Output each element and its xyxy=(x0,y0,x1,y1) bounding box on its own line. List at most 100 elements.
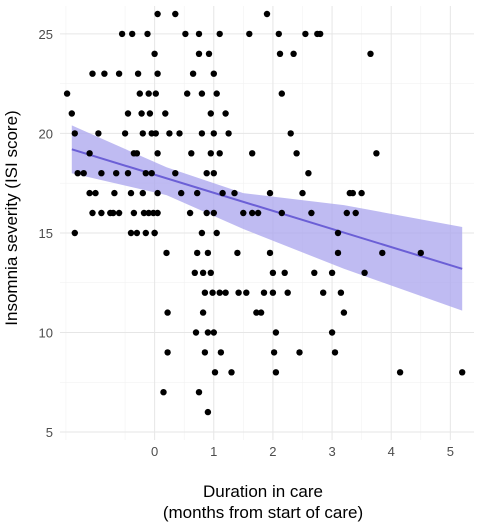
data-point xyxy=(110,209,117,217)
data-point xyxy=(222,289,229,296)
data-point xyxy=(201,289,209,296)
data-point xyxy=(216,30,223,38)
data-point xyxy=(207,269,214,276)
data-point xyxy=(317,30,324,38)
data-point xyxy=(270,349,278,356)
x-tick-label: 5 xyxy=(447,444,454,459)
data-point xyxy=(249,150,256,157)
data-point xyxy=(133,150,141,157)
x-axis-title: Duration in care xyxy=(203,482,323,501)
data-point xyxy=(191,269,198,276)
data-point xyxy=(134,70,142,77)
data-point xyxy=(124,110,132,117)
data-point xyxy=(139,130,146,137)
data-point xyxy=(263,10,271,18)
data-point xyxy=(213,229,220,237)
data-point xyxy=(113,170,120,177)
data-point xyxy=(207,110,214,117)
data-point xyxy=(290,50,297,57)
data-point xyxy=(328,329,336,336)
data-point xyxy=(254,209,262,217)
data-point xyxy=(160,389,167,396)
data-point xyxy=(222,110,229,117)
data-point xyxy=(210,209,217,217)
y-axis-title: Insomnia severity (ISI score) xyxy=(2,110,21,325)
data-point xyxy=(302,30,309,38)
data-point xyxy=(231,189,238,197)
data-point xyxy=(253,309,260,316)
data-point xyxy=(95,130,102,137)
data-point xyxy=(269,289,277,296)
data-point xyxy=(266,189,274,197)
data-point xyxy=(217,349,225,356)
data-point xyxy=(86,150,93,157)
data-point xyxy=(334,249,342,257)
data-point xyxy=(154,10,161,18)
data-point xyxy=(334,229,342,237)
data-point xyxy=(195,389,203,396)
data-point xyxy=(115,209,123,217)
data-point xyxy=(98,209,105,217)
data-point xyxy=(257,309,265,316)
data-point xyxy=(115,70,123,77)
data-point xyxy=(127,229,135,237)
data-point xyxy=(184,90,191,97)
data-point xyxy=(142,229,149,237)
data-point xyxy=(379,249,386,257)
data-point xyxy=(459,369,466,376)
data-point xyxy=(80,170,87,177)
data-point xyxy=(210,70,217,77)
data-point xyxy=(92,189,99,197)
data-point xyxy=(281,269,288,276)
data-point xyxy=(211,369,219,376)
data-point xyxy=(207,150,214,157)
data-point xyxy=(213,90,220,97)
data-point xyxy=(331,349,339,356)
data-point xyxy=(192,329,200,336)
data-point xyxy=(148,170,155,177)
data-point xyxy=(151,229,158,237)
data-point xyxy=(320,289,327,296)
data-point xyxy=(188,150,195,157)
data-point xyxy=(260,289,268,296)
data-point xyxy=(154,189,161,197)
data-point xyxy=(127,189,135,197)
data-point xyxy=(68,110,76,117)
data-point xyxy=(189,70,197,77)
data-point xyxy=(278,209,285,217)
data-point xyxy=(198,229,206,237)
data-point xyxy=(151,50,158,57)
data-point xyxy=(172,170,179,177)
data-point xyxy=(225,130,232,137)
data-point xyxy=(142,170,149,177)
data-point xyxy=(195,30,203,38)
data-point xyxy=(154,209,161,217)
x-tick-label: 3 xyxy=(328,444,335,459)
x-tick-label: 2 xyxy=(269,444,276,459)
data-point xyxy=(210,329,217,336)
data-point xyxy=(162,110,169,117)
data-point xyxy=(199,309,207,316)
data-point xyxy=(176,130,183,137)
data-point xyxy=(340,309,348,316)
data-point xyxy=(367,50,374,57)
data-point xyxy=(276,50,284,57)
data-point xyxy=(275,30,282,38)
data-point xyxy=(272,369,280,376)
data-point xyxy=(101,70,108,77)
data-point xyxy=(172,10,179,18)
data-point xyxy=(145,90,152,97)
data-point xyxy=(210,130,217,137)
regression-line xyxy=(71,148,463,270)
data-point xyxy=(204,329,212,336)
data-point xyxy=(163,249,170,257)
data-point xyxy=(111,189,118,197)
data-point xyxy=(337,289,345,296)
x-tick-label: 0 xyxy=(151,444,158,459)
data-point xyxy=(164,309,171,316)
data-point xyxy=(305,170,312,177)
data-point xyxy=(311,269,318,276)
data-point xyxy=(204,408,212,416)
data-point xyxy=(216,289,223,296)
data-point xyxy=(361,269,368,276)
